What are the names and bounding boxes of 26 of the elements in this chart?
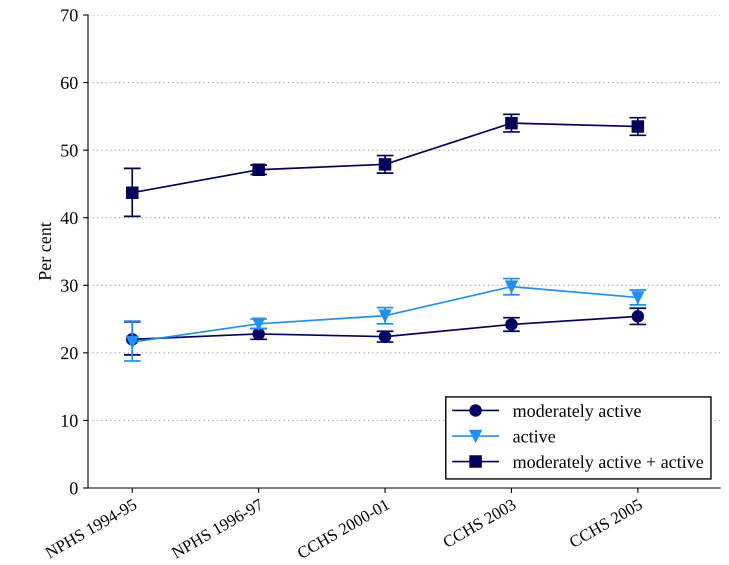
legend-label: active — [513, 430, 556, 443]
y-tick-label: 10 — [62, 414, 78, 427]
y-tick-label: 70 — [61, 9, 78, 22]
y-tick-label: 20 — [61, 347, 78, 360]
point — [378, 309, 392, 322]
point — [505, 116, 518, 130]
y-tick-label: 50 — [61, 144, 78, 157]
y-tick-label: 30 — [61, 280, 78, 292]
point — [252, 328, 265, 340]
y-axis-title: Per cent — [39, 222, 51, 280]
point — [126, 186, 138, 199]
y-tick-label: 60 — [61, 76, 78, 90]
point — [252, 318, 265, 330]
y-tick-label: 0 — [70, 482, 78, 494]
point — [378, 330, 392, 343]
point — [632, 310, 644, 323]
point — [505, 280, 518, 293]
point — [378, 158, 392, 171]
point — [126, 336, 138, 348]
point — [252, 163, 265, 176]
point — [505, 318, 518, 331]
legend-label: moderately active + active — [512, 455, 704, 472]
point — [632, 120, 644, 133]
point — [632, 291, 644, 304]
legend-label: moderately active — [512, 404, 641, 421]
y-tick-label: 40 — [60, 212, 78, 224]
